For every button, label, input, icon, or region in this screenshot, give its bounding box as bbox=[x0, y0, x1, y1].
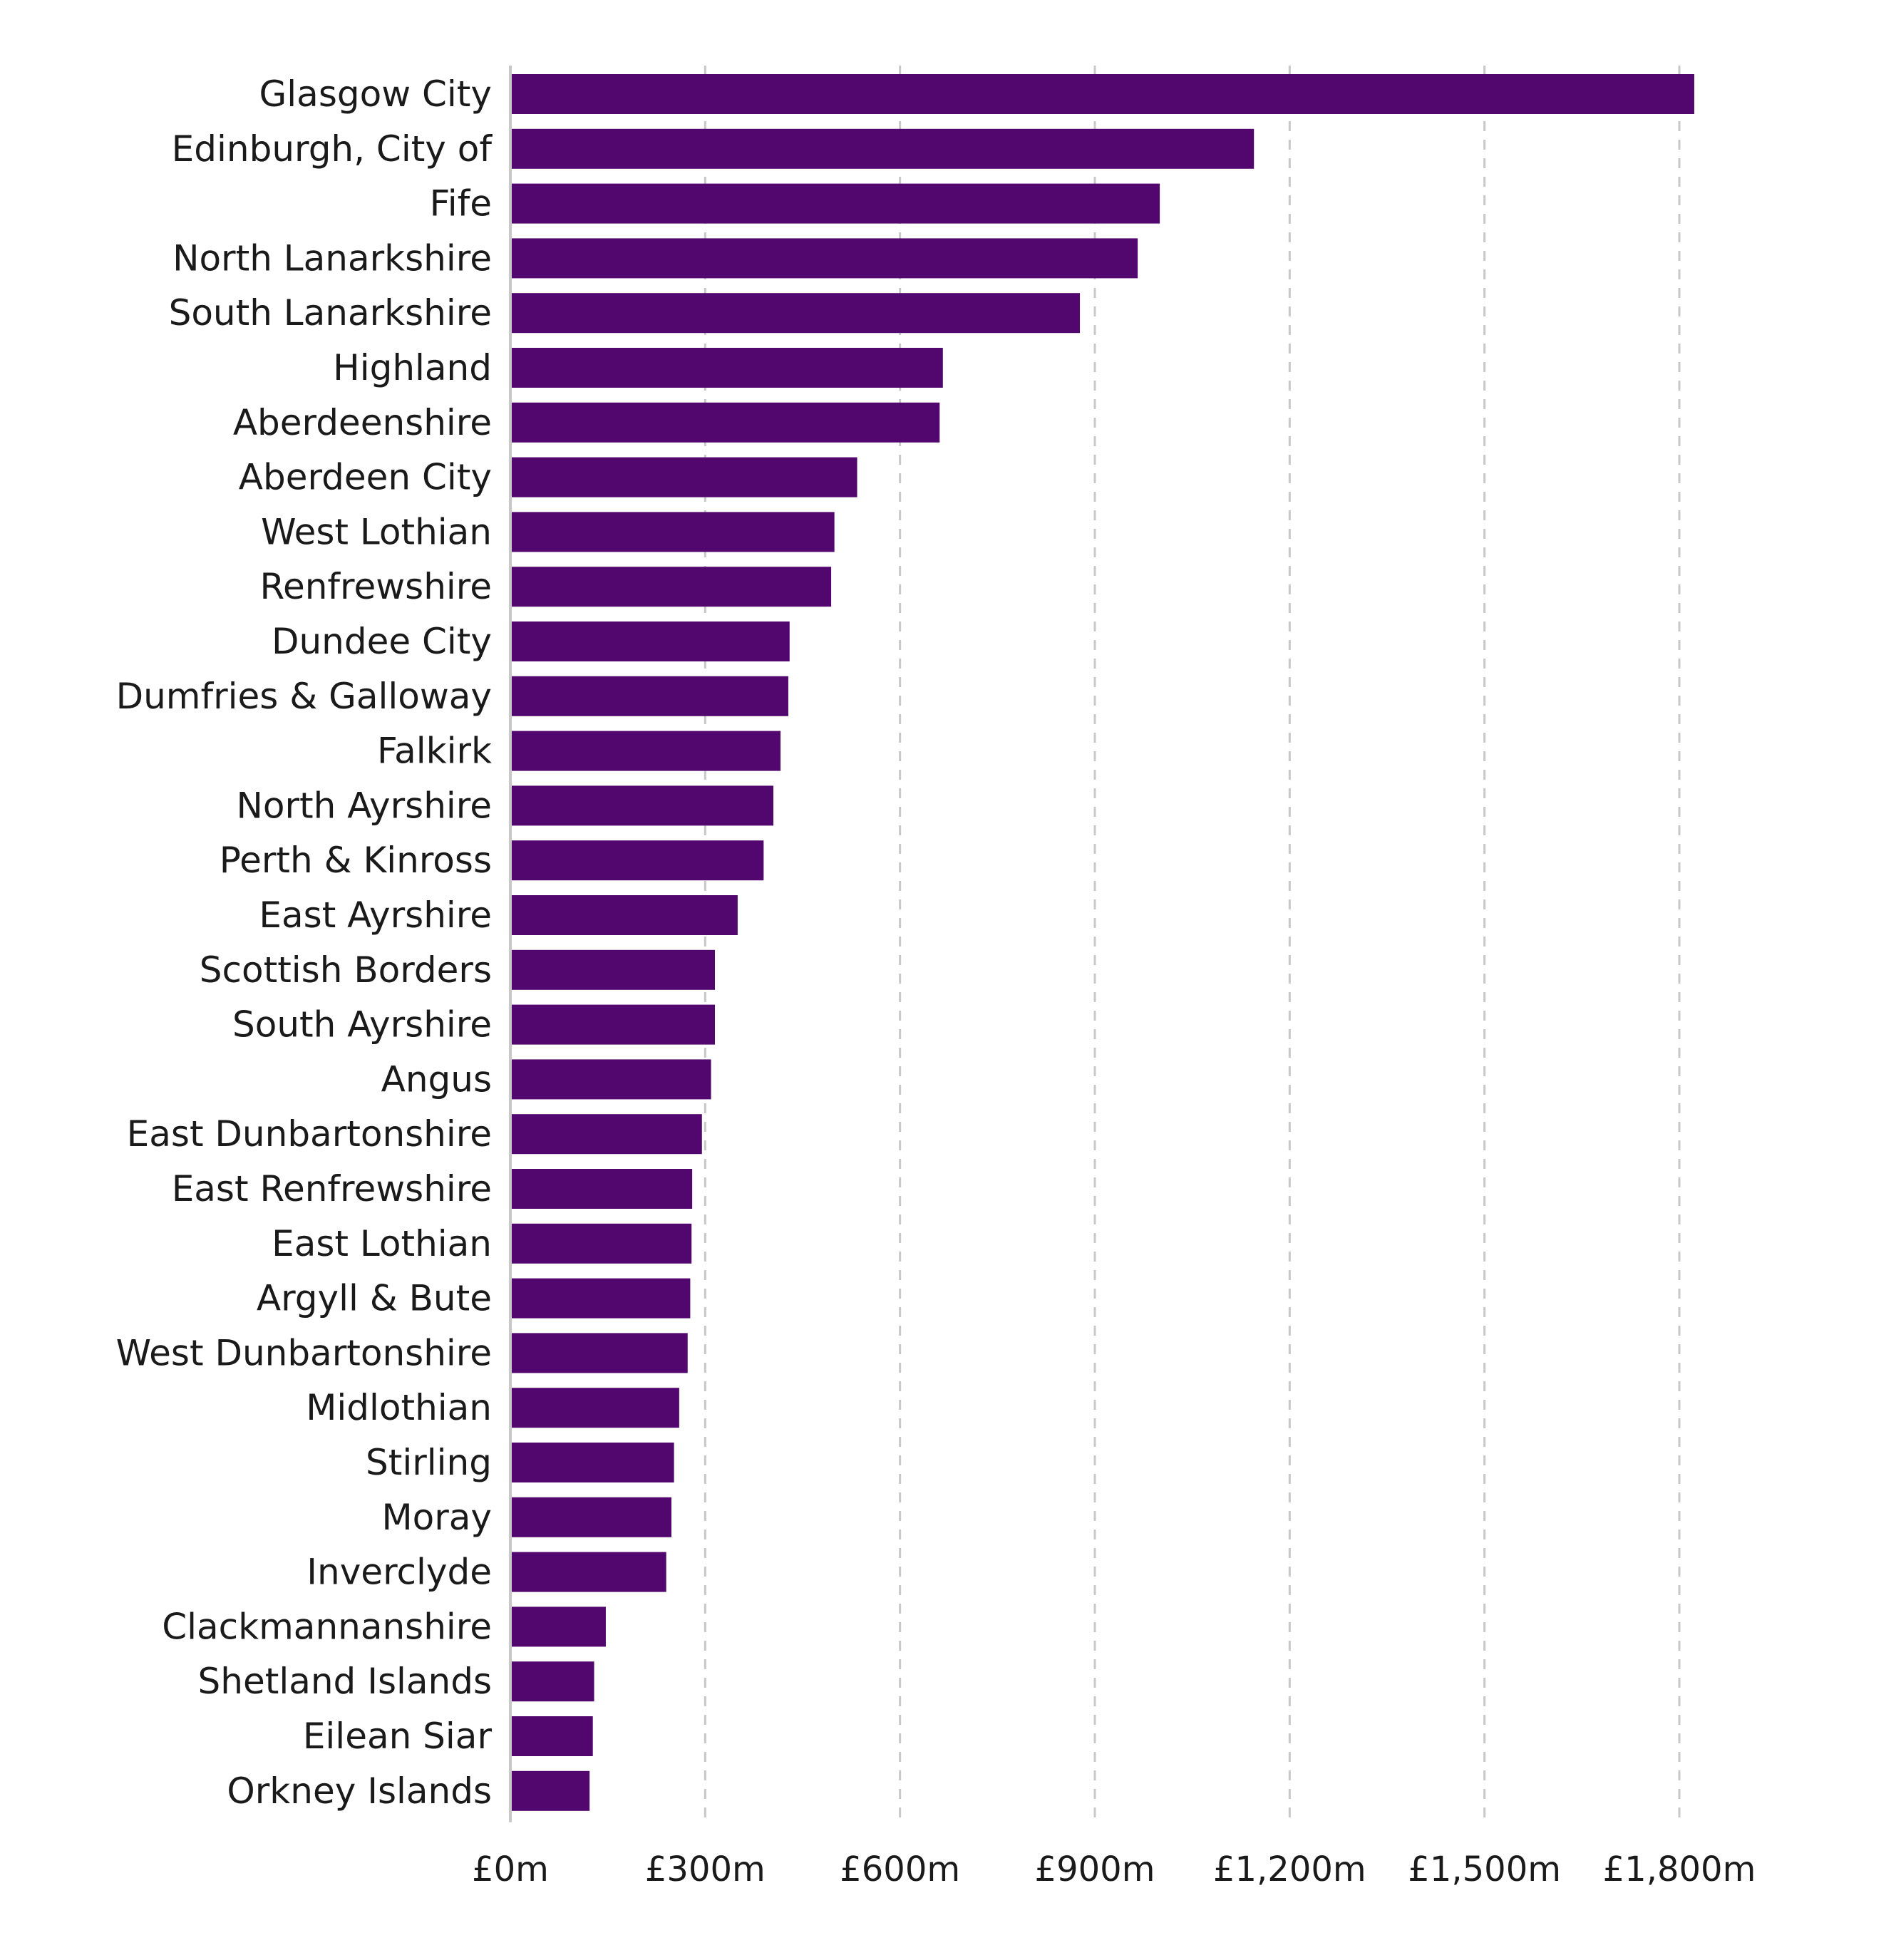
category-label: Fife bbox=[430, 183, 492, 225]
category-label: Aberdeenshire bbox=[233, 402, 492, 443]
bar bbox=[512, 840, 764, 881]
category-label: Dumfries & Galloway bbox=[116, 676, 492, 717]
bar bbox=[512, 512, 835, 552]
gridlines bbox=[704, 66, 1681, 1822]
category-label: Clackmannanshire bbox=[162, 1606, 492, 1647]
bar bbox=[512, 293, 1081, 334]
category-label: Stirling bbox=[366, 1442, 492, 1483]
category-label: Scottish Borders bbox=[200, 949, 492, 991]
bar bbox=[512, 183, 1160, 224]
category-label: East Renfrewshire bbox=[172, 1168, 492, 1209]
bar bbox=[512, 1114, 702, 1155]
bar bbox=[512, 1278, 691, 1319]
category-label: North Lanarkshire bbox=[172, 237, 492, 279]
bar bbox=[512, 1388, 679, 1428]
x-tick-label: £300m bbox=[645, 1850, 766, 1889]
bar bbox=[512, 785, 773, 826]
bar bbox=[512, 676, 788, 716]
category-label: South Ayrshire bbox=[232, 1004, 492, 1046]
x-tick-label: £1,500m bbox=[1408, 1850, 1561, 1889]
bar bbox=[512, 1716, 593, 1756]
category-label: Shetland Islands bbox=[198, 1661, 492, 1702]
bar bbox=[512, 1770, 590, 1811]
category-label: Renfrewshire bbox=[259, 566, 492, 607]
category-label: Moray bbox=[381, 1497, 492, 1538]
bar bbox=[512, 1333, 688, 1373]
category-label: East Ayrshire bbox=[259, 894, 492, 936]
category-label: Argyll & Bute bbox=[257, 1278, 492, 1319]
category-label: Perth & Kinross bbox=[220, 840, 492, 881]
bar bbox=[512, 457, 857, 497]
bar bbox=[512, 567, 832, 607]
category-label: Eilean Siar bbox=[303, 1716, 493, 1757]
x-tick-label: £900m bbox=[1035, 1850, 1155, 1889]
bars bbox=[512, 74, 1694, 1811]
bar bbox=[512, 74, 1694, 114]
bar bbox=[512, 1552, 666, 1592]
bar bbox=[512, 731, 781, 771]
bar bbox=[512, 348, 943, 388]
x-tick-label: £1,200m bbox=[1213, 1850, 1366, 1889]
x-tick-label: £1,800m bbox=[1603, 1850, 1756, 1889]
category-label: West Lothian bbox=[261, 511, 492, 552]
category-label: Aberdeen City bbox=[239, 457, 492, 498]
category-label: West Dunbartonshire bbox=[116, 1332, 492, 1373]
bar bbox=[512, 1497, 671, 1537]
category-label: Orkney Islands bbox=[227, 1770, 492, 1812]
bar bbox=[512, 1169, 693, 1209]
bar bbox=[512, 1443, 674, 1482]
bar bbox=[512, 1661, 594, 1702]
bar bbox=[512, 1606, 606, 1647]
bar bbox=[512, 402, 940, 443]
category-label: Dundee City bbox=[272, 621, 492, 662]
bar bbox=[512, 1223, 692, 1264]
bar bbox=[512, 1004, 715, 1045]
bar bbox=[512, 621, 790, 661]
category-label: Highland bbox=[333, 347, 492, 388]
category-label: South Lanarkshire bbox=[169, 292, 492, 334]
category-label: Glasgow City bbox=[259, 73, 492, 115]
x-tick-label: £600m bbox=[840, 1850, 960, 1889]
category-label: East Dunbartonshire bbox=[127, 1113, 492, 1155]
bar bbox=[512, 238, 1138, 279]
category-label: Angus bbox=[381, 1058, 492, 1100]
bar bbox=[512, 949, 715, 990]
category-label: Inverclyde bbox=[306, 1552, 492, 1593]
bar bbox=[512, 1059, 711, 1100]
category-label: North Ayrshire bbox=[236, 785, 492, 826]
category-label: Midlothian bbox=[306, 1387, 492, 1428]
x-tick-labels: £0m £300m £600m £900m £1,200m £1,500m £1,800m bbox=[472, 1850, 1756, 1889]
category-label: Edinburgh, City of bbox=[172, 128, 493, 170]
category-label: Falkirk bbox=[377, 731, 492, 772]
category-labels: Glasgow City Edinburgh, City of Fife North … bbox=[116, 73, 493, 1812]
category-label: East Lothian bbox=[272, 1223, 492, 1264]
bar bbox=[512, 128, 1255, 169]
bar bbox=[512, 895, 738, 935]
x-tick-label: £0m bbox=[472, 1850, 549, 1889]
